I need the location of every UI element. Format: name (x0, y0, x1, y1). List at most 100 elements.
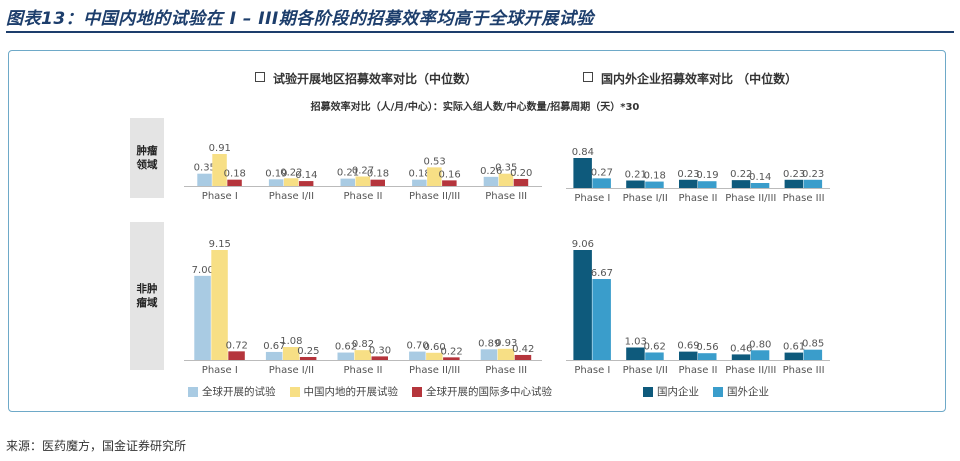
bar (626, 347, 645, 360)
bar (784, 352, 804, 360)
x-tick-label: Phase I (574, 193, 610, 204)
bar (573, 158, 592, 188)
bar-value-label: 0.84 (572, 147, 594, 158)
bar (513, 178, 529, 186)
bar (197, 173, 212, 186)
bar-value-label: 9.06 (572, 239, 594, 250)
bar (283, 178, 299, 186)
right-panel-title-text: 国内外企业招募效率对比 （中位数） (601, 72, 798, 86)
bar-value-label: 0.23 (802, 169, 824, 180)
bar (750, 350, 770, 360)
bar (355, 176, 370, 186)
bar-value-label: 0.70 (406, 341, 428, 352)
bar-value-label: 0.53 (423, 156, 445, 167)
legend-swatch (188, 386, 198, 397)
bar (212, 154, 227, 186)
left-panel-title: 试验开展地区招募效率对比（中位数） (255, 70, 477, 87)
x-tick-label: Phase I/II (269, 365, 314, 376)
bar-value-label: 0.18 (367, 169, 389, 180)
bar (370, 179, 385, 186)
legend-label: 国外企业 (727, 386, 769, 398)
legend-item: 国外企业 (713, 384, 769, 399)
bar (592, 178, 611, 188)
bar-value-label: 0.69 (677, 341, 699, 352)
bar (498, 173, 514, 186)
bar-value-label: 0.85 (802, 339, 824, 350)
bar-value-label: 6.67 (591, 268, 613, 279)
bar (592, 279, 611, 360)
bar-value-label: 0.61 (783, 342, 805, 353)
bar-value-label: 0.20 (510, 168, 532, 179)
row-label-non-oncology-line1: 非肿 (136, 282, 158, 295)
x-tick-label: Phase III (783, 193, 825, 204)
bar (442, 180, 457, 186)
bar-value-label: 0.62 (644, 341, 666, 352)
bar-value-label: 0.22 (730, 169, 752, 180)
bar (731, 180, 751, 188)
checkbox-icon (583, 72, 593, 82)
bar (784, 179, 804, 188)
bar (483, 176, 499, 186)
bar (299, 356, 317, 360)
right-panel-title: 国内外企业招募效率对比 （中位数） (583, 70, 797, 87)
bar (443, 357, 460, 360)
bar (268, 179, 284, 186)
bar (679, 179, 698, 188)
bar-value-label: 0.67 (263, 341, 285, 352)
bar-value-label: 0.22 (280, 167, 302, 178)
bar-value-label: 7.00 (192, 265, 214, 276)
x-tick-label: Phase III (783, 365, 825, 376)
bar-value-label: 0.23 (783, 169, 805, 180)
x-tick-label: Phase I/II (623, 193, 668, 204)
bar (194, 275, 211, 360)
bar (573, 250, 592, 360)
bar (409, 351, 426, 360)
figure-title: 图表13：中国内地的试验在 I – III期各阶段的招募效率均高于全球开展试验 (6, 9, 594, 29)
x-tick-label: Phase I (202, 365, 238, 376)
bar (698, 181, 717, 188)
bar (265, 351, 283, 360)
x-tick-label: Phase II (679, 193, 718, 204)
bar-value-label: 0.19 (696, 170, 718, 181)
legend-item: 全球开展的国际多中心试验 (412, 384, 552, 399)
legend-label: 全球开展的国际多中心试验 (426, 386, 552, 398)
checkbox-icon (255, 72, 265, 82)
x-tick-label: Phase II/III (725, 193, 776, 204)
legend-item: 中国内地的开展试验 (289, 384, 398, 399)
bar (679, 351, 698, 360)
bar (750, 183, 770, 188)
legend-swatch (643, 386, 653, 397)
bar (282, 347, 300, 360)
bar-value-label: 0.46 (730, 343, 752, 354)
bar-value-label: 0.91 (209, 143, 231, 154)
row-label-non-oncology: 非肿 瘤域 (130, 222, 164, 370)
bar-value-label: 0.18 (224, 169, 246, 180)
bar (298, 181, 314, 186)
x-tick-label: Phase III (485, 191, 527, 202)
bar-value-label: 0.22 (440, 346, 462, 357)
chart-subtitle: 招募效率对比（人/月/中心）：实际入组人数/中心数量/招募周期（天）*30 (310, 102, 640, 113)
legend-swatch (713, 386, 723, 397)
bar (698, 353, 717, 360)
legend-label: 全球开展的试验 (202, 386, 276, 398)
row-label-oncology-line2: 领域 (136, 159, 158, 171)
left-panel-title-text: 试验开展地区招募效率对比（中位数） (273, 72, 478, 86)
x-tick-label: Phase II (344, 191, 383, 202)
bar-value-label: 0.18 (408, 169, 430, 180)
x-tick-label: Phase II/III (409, 365, 460, 376)
bar-value-label: 0.27 (591, 167, 613, 178)
bar-value-label: 0.42 (512, 344, 534, 355)
x-tick-label: Phase I (574, 365, 610, 376)
bar-value-label: 0.93 (495, 338, 517, 349)
bar (803, 179, 823, 188)
legend-swatch (412, 386, 422, 397)
bar (412, 179, 427, 186)
bar-value-label: 0.80 (749, 339, 771, 350)
x-tick-label: Phase II/III (725, 365, 776, 376)
bar-value-label: 1.03 (625, 336, 647, 347)
bar (497, 348, 515, 360)
bar-value-label: 0.21 (337, 168, 359, 179)
legend-left: 全球开展的试验 中国内地的开展试验 全球开展的国际多中心试验 (188, 384, 566, 399)
x-tick-label: Phase III (485, 365, 527, 376)
